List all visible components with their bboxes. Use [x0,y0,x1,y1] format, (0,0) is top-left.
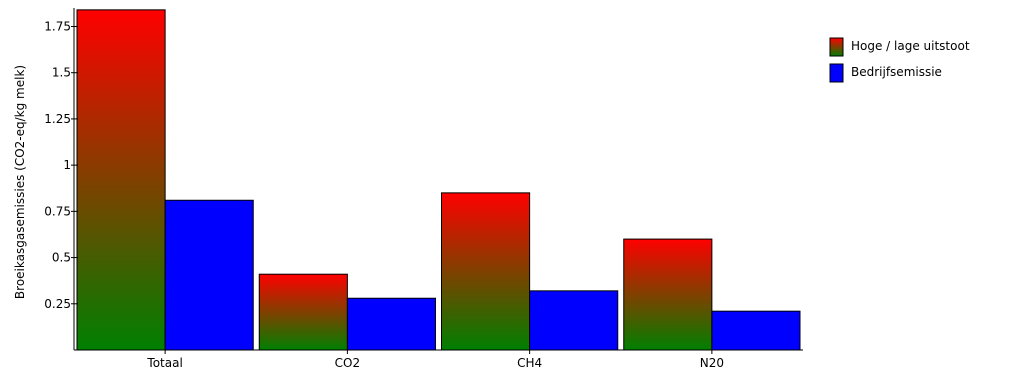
x-tick-label-n20: N20 [700,356,724,370]
x-tick-label-totaal: Totaal [146,356,182,370]
y-tick-label: 0.5 [52,251,71,265]
y-tick-label: 0.75 [44,204,71,218]
bar-co2-series-2 [346,297,436,351]
bars-group [76,9,801,351]
y-tick-label: 1.5 [52,66,71,80]
legend-label-1: Hoge / lage uitstoot [851,39,970,53]
bar-totaal-series-1 [76,9,166,351]
bar-n20-series-1 [623,238,713,351]
legend-swatch-1 [829,37,844,57]
bar-n20-series-2 [711,310,801,351]
x-tick-label-ch4: CH4 [517,356,542,370]
axes-group: 0.25 0.5 0.75 1 1.25 1.5 1.75 Totaal CO2 CH4 N20 [44,8,803,370]
y-axis-title: Broeikasgasemissies (CO2-eq/kg melk) [13,65,27,299]
legend: Hoge / lage uitstoot Bedrijfsemissie [829,37,970,83]
legend-label-2: Bedrijfsemissie [851,65,942,79]
bar-ch4-series-2 [529,290,619,351]
legend-swatch-2 [829,63,844,83]
y-tick-label: 1.25 [44,112,71,126]
bar-co2-series-1 [258,273,348,351]
y-tick-label: 0.25 [44,297,71,311]
bar-ch4-series-1 [441,192,531,351]
x-tick-label-co2: CO2 [335,356,360,370]
bar-totaal-series-2 [164,199,254,351]
y-tick-label: 1.75 [44,19,71,33]
y-tick-label: 1 [63,158,71,172]
